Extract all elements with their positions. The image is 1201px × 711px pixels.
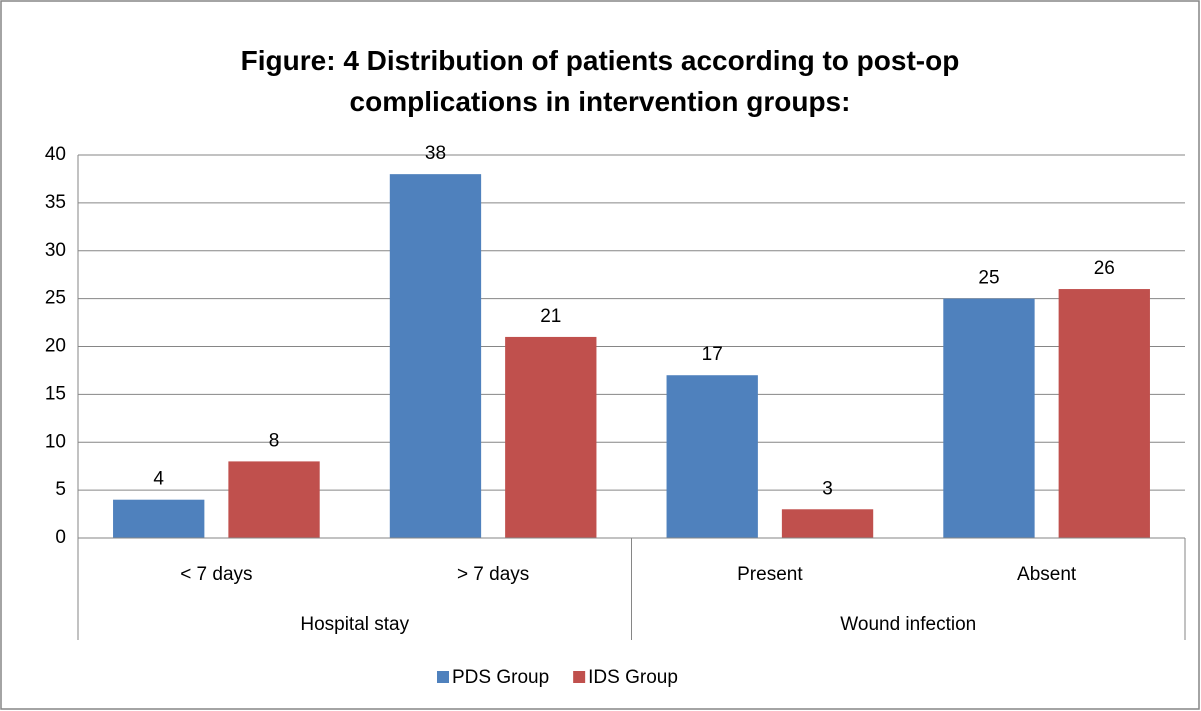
y-tick-label: 25	[45, 288, 66, 309]
chart-title: Figure: 4 Distribution of patients accor…	[240, 45, 960, 117]
y-tick-label: 40	[45, 144, 66, 165]
data-label: 17	[702, 344, 723, 365]
x-tick-label: Present	[737, 564, 803, 585]
data-label: 26	[1094, 258, 1115, 279]
y-tick-label: 20	[45, 336, 66, 357]
bar	[505, 336, 597, 538]
y-tick-label: 10	[45, 431, 66, 452]
y-tick-label: 35	[45, 192, 66, 213]
x-tick-label: < 7 days	[180, 564, 252, 585]
x-tick-label: > 7 days	[457, 564, 529, 585]
data-label: 8	[269, 430, 280, 451]
y-tick-label: 15	[45, 383, 66, 404]
group-label: Hospital stay	[300, 614, 409, 635]
legend-label: IDS Group	[588, 667, 678, 688]
bar	[113, 499, 205, 538]
data-label: 38	[425, 143, 446, 164]
bar	[389, 174, 482, 538]
legend-swatch	[573, 671, 586, 683]
data-label: 25	[978, 268, 999, 289]
bar	[228, 461, 320, 538]
data-label: 21	[540, 306, 561, 327]
group-label: Wound infection	[840, 614, 976, 635]
bar	[943, 298, 1035, 538]
data-label: 4	[153, 469, 164, 490]
bar	[781, 509, 874, 538]
y-tick-label: 5	[55, 479, 66, 500]
legend-swatch	[437, 671, 449, 683]
legend-label: PDS Group	[452, 667, 549, 688]
y-tick-label: 0	[55, 527, 66, 548]
y-tick-label: 30	[45, 240, 66, 261]
bar	[1058, 289, 1150, 538]
bar	[666, 375, 758, 538]
x-tick-label: Absent	[1017, 564, 1077, 585]
data-label: 3	[822, 478, 833, 499]
